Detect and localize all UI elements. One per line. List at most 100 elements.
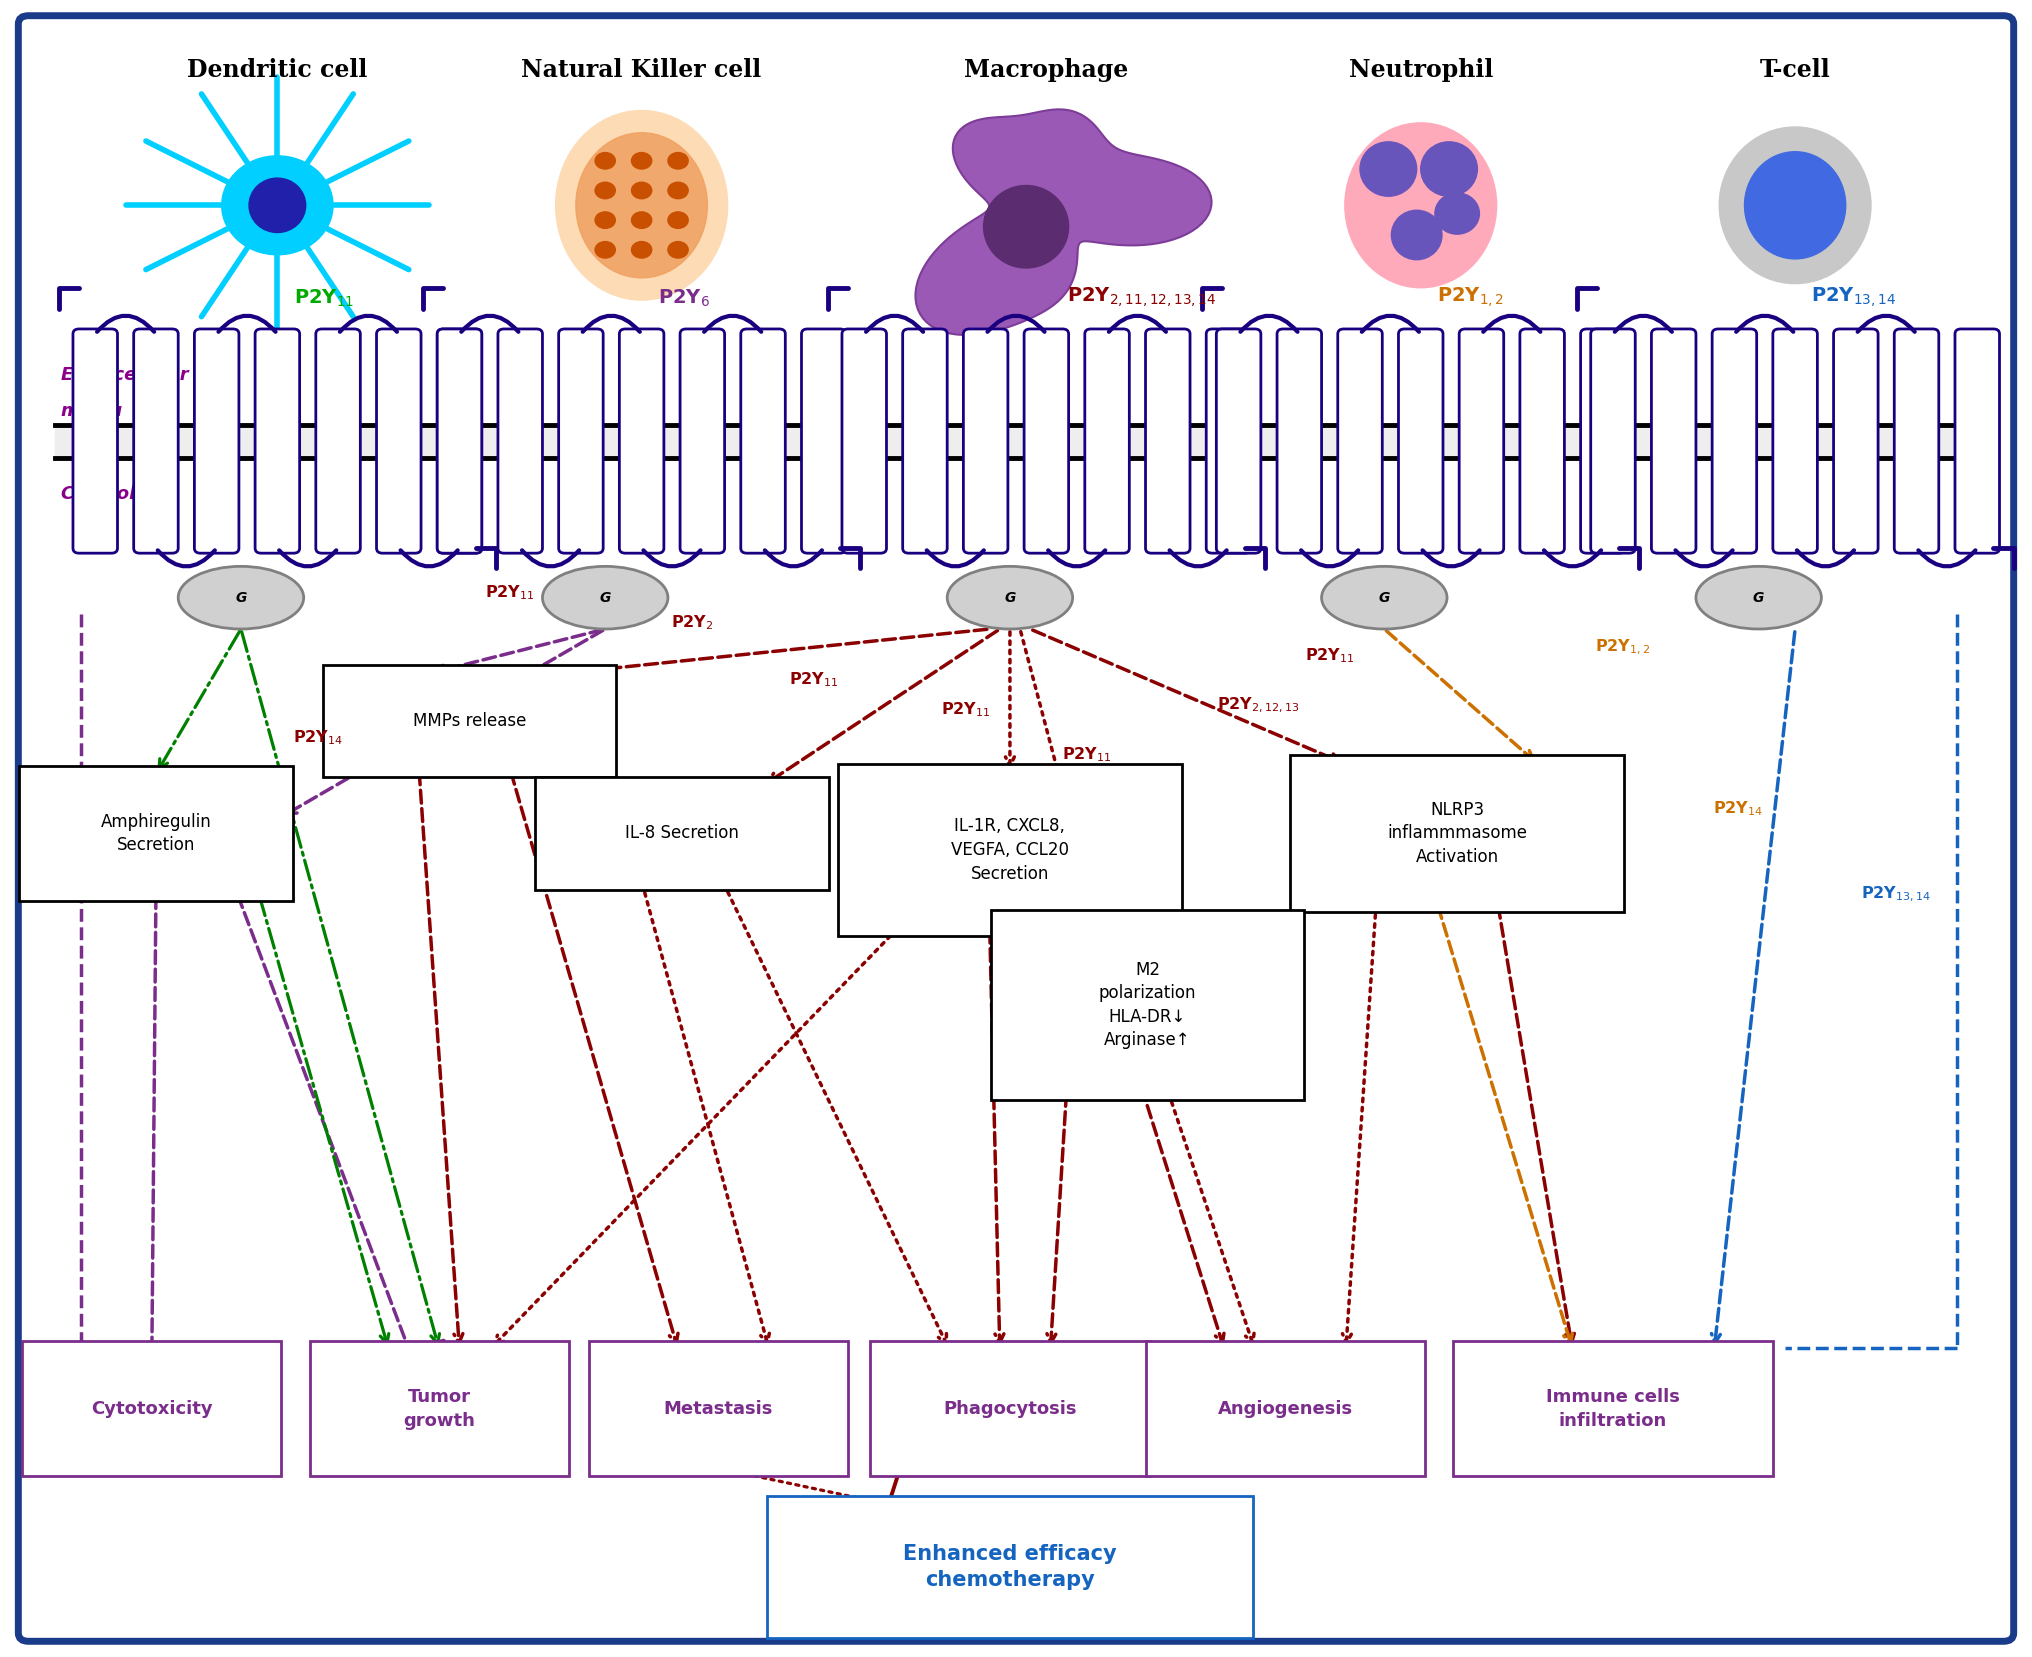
- Ellipse shape: [575, 133, 707, 278]
- FancyBboxPatch shape: [1459, 330, 1504, 553]
- FancyBboxPatch shape: [437, 330, 482, 553]
- FancyBboxPatch shape: [376, 330, 421, 553]
- Ellipse shape: [595, 182, 616, 199]
- FancyBboxPatch shape: [1591, 330, 1636, 553]
- FancyArrowPatch shape: [1049, 550, 1105, 567]
- Ellipse shape: [555, 111, 727, 300]
- FancyArrowPatch shape: [1676, 550, 1733, 567]
- Text: MMPs release: MMPs release: [412, 713, 526, 731]
- FancyBboxPatch shape: [1207, 330, 1252, 553]
- Text: P2Y$_{1,2}$: P2Y$_{1,2}$: [1595, 638, 1650, 656]
- Text: P2Y$_{11}$: P2Y$_{11}$: [293, 288, 354, 310]
- Ellipse shape: [221, 156, 333, 255]
- Ellipse shape: [1392, 210, 1443, 260]
- FancyArrowPatch shape: [1796, 550, 1853, 567]
- FancyBboxPatch shape: [1652, 330, 1697, 553]
- FancyArrowPatch shape: [522, 550, 579, 567]
- Ellipse shape: [1321, 567, 1447, 630]
- FancyArrowPatch shape: [764, 550, 821, 567]
- Text: IL-1R, CXCL8,
VEGFA, CCL20
Secretion: IL-1R, CXCL8, VEGFA, CCL20 Secretion: [951, 817, 1069, 883]
- Text: G: G: [1754, 590, 1764, 605]
- FancyBboxPatch shape: [837, 764, 1183, 936]
- Text: Cytotoxicity: Cytotoxicity: [91, 1400, 213, 1418]
- FancyBboxPatch shape: [73, 330, 118, 553]
- FancyBboxPatch shape: [22, 1341, 280, 1476]
- FancyArrowPatch shape: [1483, 316, 1540, 331]
- Ellipse shape: [1420, 143, 1477, 196]
- FancyArrowPatch shape: [400, 550, 457, 567]
- Text: G: G: [599, 590, 612, 605]
- Text: Metastasis: Metastasis: [664, 1400, 774, 1418]
- PathPatch shape: [916, 109, 1211, 335]
- Ellipse shape: [543, 567, 669, 630]
- FancyArrowPatch shape: [988, 316, 1044, 331]
- Text: P2Y$_{1,2}$: P2Y$_{1,2}$: [1437, 285, 1504, 310]
- FancyArrowPatch shape: [1422, 550, 1479, 567]
- FancyBboxPatch shape: [1085, 330, 1130, 553]
- Text: G: G: [1378, 590, 1390, 605]
- Ellipse shape: [632, 152, 652, 169]
- FancyBboxPatch shape: [309, 1341, 569, 1476]
- Text: G: G: [236, 590, 246, 605]
- FancyArrowPatch shape: [705, 316, 762, 331]
- FancyBboxPatch shape: [437, 330, 482, 553]
- FancyBboxPatch shape: [902, 330, 947, 553]
- FancyArrowPatch shape: [866, 316, 923, 331]
- FancyBboxPatch shape: [559, 330, 604, 553]
- FancyBboxPatch shape: [134, 330, 179, 553]
- FancyBboxPatch shape: [1398, 330, 1443, 553]
- Text: P2Y$_{2,12,13}$: P2Y$_{2,12,13}$: [1217, 696, 1300, 714]
- Text: P2Y$_{11}$: P2Y$_{11}$: [1063, 746, 1112, 764]
- Text: P2Y$_2$: P2Y$_2$: [671, 613, 713, 631]
- Text: milieu: milieu: [61, 403, 124, 421]
- Ellipse shape: [632, 182, 652, 199]
- FancyArrowPatch shape: [1300, 550, 1357, 567]
- FancyArrowPatch shape: [461, 316, 518, 331]
- FancyBboxPatch shape: [801, 330, 845, 553]
- FancyArrowPatch shape: [1857, 316, 1914, 331]
- Text: P2Y$_{11}$: P2Y$_{11}$: [941, 701, 990, 719]
- FancyBboxPatch shape: [742, 330, 784, 553]
- FancyArrowPatch shape: [1615, 316, 1672, 331]
- Text: Extracellular: Extracellular: [61, 366, 189, 384]
- Ellipse shape: [669, 182, 689, 199]
- FancyArrowPatch shape: [1109, 316, 1166, 331]
- FancyBboxPatch shape: [1146, 330, 1191, 553]
- Ellipse shape: [1697, 567, 1821, 630]
- FancyBboxPatch shape: [195, 330, 240, 553]
- Ellipse shape: [669, 152, 689, 169]
- FancyBboxPatch shape: [1337, 330, 1382, 553]
- Text: P2Y$_{11}$: P2Y$_{11}$: [1305, 646, 1355, 664]
- FancyBboxPatch shape: [841, 330, 886, 553]
- Ellipse shape: [1745, 152, 1845, 258]
- Ellipse shape: [632, 212, 652, 229]
- Text: Phagocytosis: Phagocytosis: [943, 1400, 1077, 1418]
- FancyArrowPatch shape: [644, 550, 701, 567]
- Ellipse shape: [1435, 192, 1479, 234]
- FancyBboxPatch shape: [681, 330, 725, 553]
- Text: Neutrophil: Neutrophil: [1349, 58, 1494, 83]
- Ellipse shape: [595, 242, 616, 258]
- Ellipse shape: [1719, 128, 1871, 283]
- Text: Tumor
growth: Tumor growth: [402, 1389, 475, 1430]
- Text: P2Y$_{11}$: P2Y$_{11}$: [788, 671, 839, 689]
- Text: Dendritic cell: Dendritic cell: [187, 58, 368, 83]
- FancyBboxPatch shape: [768, 1496, 1254, 1639]
- FancyArrowPatch shape: [1240, 316, 1298, 331]
- Text: IL-8 Secretion: IL-8 Secretion: [626, 825, 740, 842]
- Ellipse shape: [1359, 143, 1416, 196]
- FancyBboxPatch shape: [1520, 330, 1565, 553]
- FancyBboxPatch shape: [323, 664, 616, 777]
- Ellipse shape: [947, 567, 1073, 630]
- Text: G: G: [1004, 590, 1016, 605]
- FancyBboxPatch shape: [870, 1341, 1150, 1476]
- FancyArrowPatch shape: [1918, 550, 1975, 567]
- FancyBboxPatch shape: [256, 330, 299, 553]
- FancyBboxPatch shape: [1955, 330, 1999, 553]
- FancyArrowPatch shape: [583, 316, 640, 331]
- Ellipse shape: [983, 186, 1069, 268]
- Text: M2
polarization
HLA-DR↓
Arginase↑: M2 polarization HLA-DR↓ Arginase↑: [1099, 961, 1197, 1049]
- FancyBboxPatch shape: [18, 15, 2014, 1642]
- FancyBboxPatch shape: [1772, 330, 1817, 553]
- FancyBboxPatch shape: [1146, 1341, 1424, 1476]
